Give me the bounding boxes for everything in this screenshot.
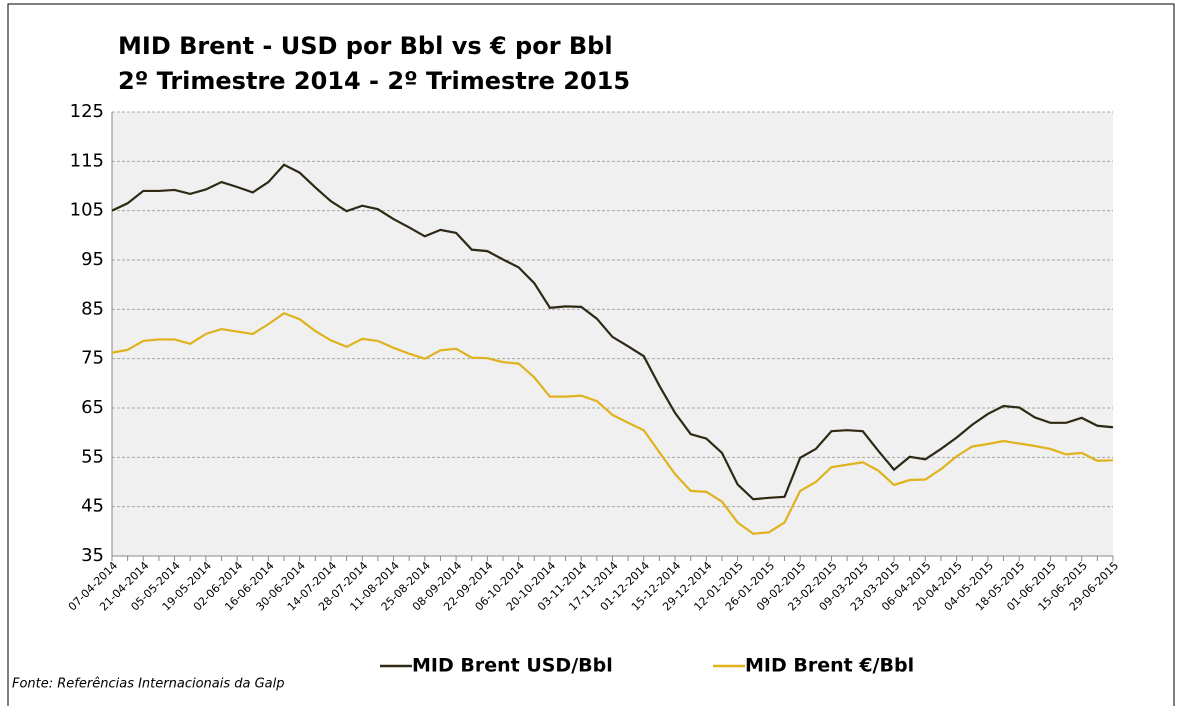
y-tick-label: 115 — [70, 150, 104, 171]
y-tick-label: 55 — [81, 446, 104, 467]
y-tick-label: 45 — [81, 496, 104, 517]
source: Fonte: Referências Internacionais da Gal… — [12, 677, 285, 692]
y-tick-label: 125 — [70, 101, 104, 122]
y-tick-label: 85 — [81, 298, 104, 319]
legend-label: MID Brent USD/Bbl — [412, 655, 613, 677]
frame — [7, 3, 1175, 706]
chart-subtitle: 2º Trimestre 2014 - 2º Trimestre 2015 — [118, 67, 630, 95]
legend-label: MID Brent €/Bbl — [745, 655, 914, 677]
y-tick-label: 35 — [81, 545, 104, 566]
y-tick-label: 75 — [81, 348, 104, 369]
series-line — [111, 312, 1114, 535]
chart-title: MID Brent - USD por Bbl vs € por Bbl — [118, 32, 613, 60]
y-tick-label: 95 — [81, 249, 104, 270]
y-tick-label: 105 — [70, 200, 104, 221]
series-line — [111, 163, 1114, 501]
y-tick-label: 65 — [81, 397, 104, 418]
plot-area — [112, 112, 1113, 556]
